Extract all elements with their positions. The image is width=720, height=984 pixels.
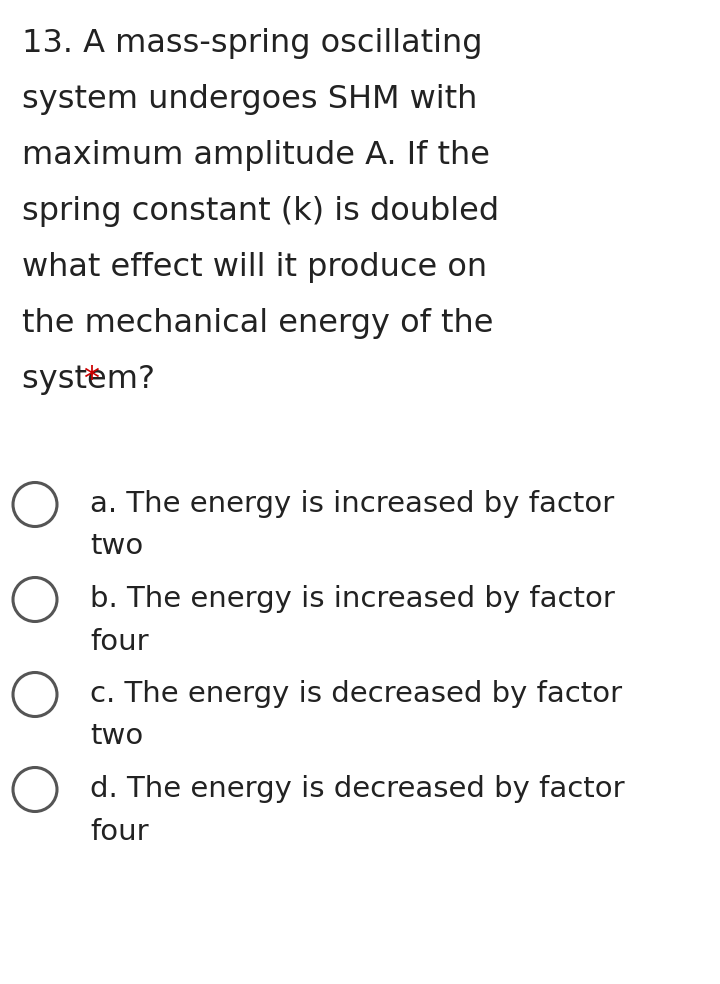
Text: two: two xyxy=(90,722,143,751)
Text: four: four xyxy=(90,628,148,655)
Text: four: four xyxy=(90,818,148,845)
Text: the mechanical energy of the: the mechanical energy of the xyxy=(22,308,493,339)
Text: a. The energy is increased by factor: a. The energy is increased by factor xyxy=(90,490,614,518)
Text: system?: system? xyxy=(22,364,165,395)
Text: b. The energy is increased by factor: b. The energy is increased by factor xyxy=(90,585,615,613)
Text: 13. A mass-spring oscillating: 13. A mass-spring oscillating xyxy=(22,28,482,59)
Text: *: * xyxy=(83,364,99,395)
Text: c. The energy is decreased by factor: c. The energy is decreased by factor xyxy=(90,680,622,708)
Text: system undergoes SHM with: system undergoes SHM with xyxy=(22,84,477,115)
Text: maximum amplitude A. If the: maximum amplitude A. If the xyxy=(22,140,490,171)
Text: spring constant (k) is doubled: spring constant (k) is doubled xyxy=(22,196,499,227)
Text: what effect will it produce on: what effect will it produce on xyxy=(22,252,487,283)
Text: d. The energy is decreased by factor: d. The energy is decreased by factor xyxy=(90,775,625,803)
Text: two: two xyxy=(90,532,143,561)
